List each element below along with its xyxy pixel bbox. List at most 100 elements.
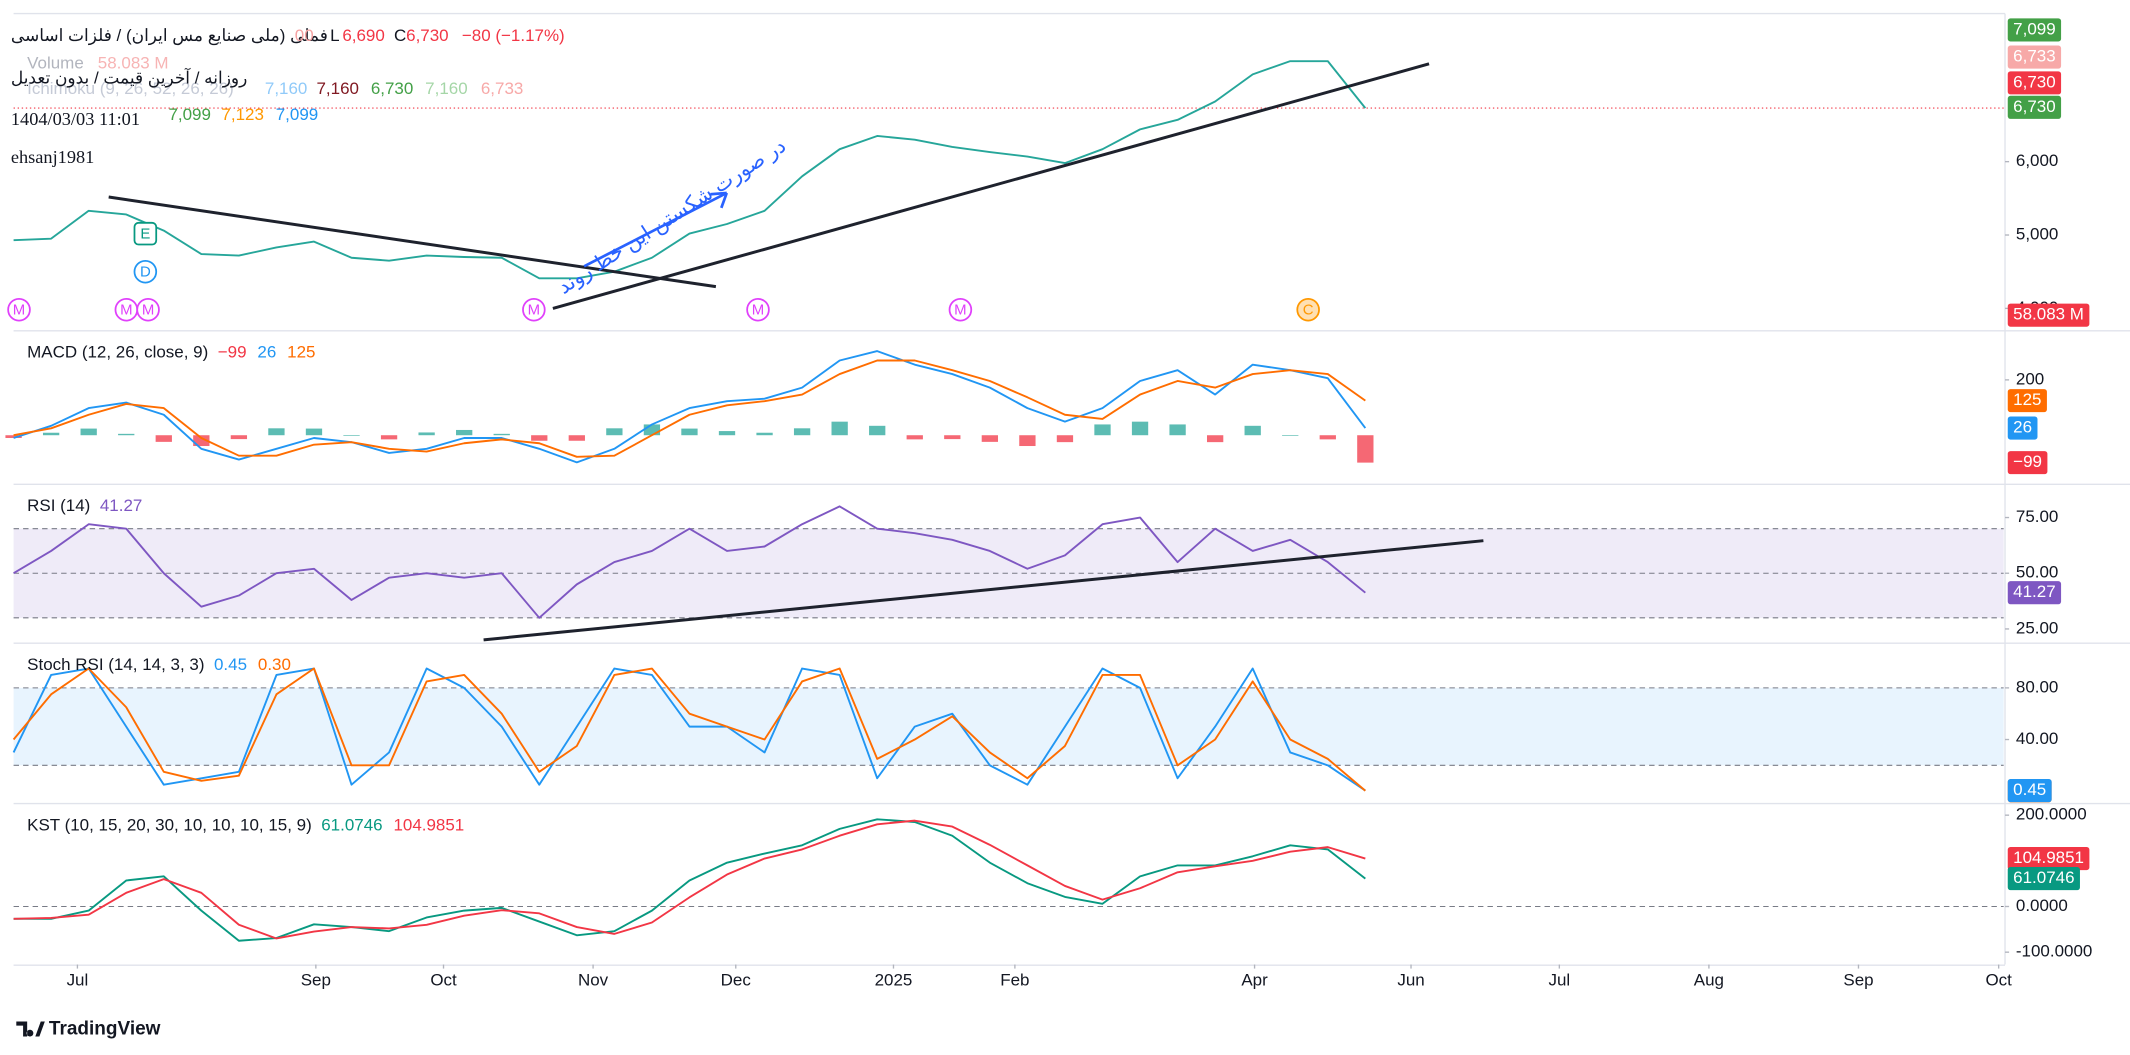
symbol-name: فملی (ملی صنایع مس ایران) / فلزات اساسی — [11, 26, 328, 46]
event-marker — [746, 297, 770, 322]
price-badge-text: 6,730 — [2013, 72, 2055, 91]
series-line — [13, 350, 1367, 464]
trend-line — [552, 62, 1430, 310]
histogram-bar — [1169, 424, 1186, 436]
x-tick-label: Sep — [301, 970, 331, 989]
histogram-bar — [118, 433, 135, 436]
histogram-bar — [305, 428, 323, 436]
value-badge — [2007, 867, 2080, 891]
event-marker — [522, 297, 546, 322]
close-value: 6,730 — [406, 26, 448, 45]
histogram-bar — [42, 432, 60, 436]
change-value: −80 (−1.17%) — [462, 26, 565, 45]
price-badge — [2007, 95, 2062, 119]
histogram-bar — [1206, 435, 1224, 443]
histogram-bar — [1094, 424, 1111, 436]
x-tick-label: Oct — [1985, 970, 2012, 989]
price-badge — [2007, 71, 2062, 95]
event-label: M — [142, 301, 154, 318]
histogram-bar — [456, 429, 473, 436]
price-badge — [2007, 45, 2062, 69]
y-tick-label: 50.00 — [2016, 563, 2058, 582]
ichimoku-value: 7,160 — [317, 79, 359, 98]
histogram-bar — [418, 432, 435, 436]
histogram-bar — [493, 433, 510, 436]
value-badge-text: 104.9851 — [2013, 848, 2084, 867]
value-badge-text: 41.27 — [2013, 582, 2055, 601]
value-badge-text: 125 — [2013, 390, 2041, 409]
x-tick-label: Jul — [67, 970, 89, 989]
layout — [13, 12, 2130, 966]
indicator-legend: Stoch RSI (14, 14, 3, 3) — [27, 655, 204, 674]
histogram-bar — [1056, 435, 1074, 443]
legend: فملی (ملی صنایع مس ایران) / فلزات اساسی … — [11, 26, 565, 167]
open-fragment: 00 — [295, 26, 314, 45]
band — [13, 687, 2004, 766]
event-label: M — [752, 301, 764, 318]
legend-value: 104.9851 — [393, 815, 464, 834]
event-marker — [1296, 297, 1320, 322]
brand: TradingView — [16, 1019, 161, 1040]
close-key: C — [394, 26, 406, 45]
y-tick-label: 200.0000 — [2016, 805, 2087, 824]
histogram-bar — [681, 428, 698, 436]
brand-logo — [16, 1021, 45, 1037]
event-marker — [133, 259, 158, 284]
timestamp: 1404/03/03 11:01 — [11, 109, 140, 129]
value-badge — [2007, 779, 2052, 803]
ichimoku-value: 6,730 — [371, 79, 413, 98]
low-value: 6,690 — [342, 26, 384, 45]
low-key: L — [330, 26, 339, 45]
legend-value: 0.30 — [258, 655, 291, 674]
histogram-bar — [718, 431, 736, 436]
value-badge — [2007, 847, 2090, 871]
ma-value: 7,123 — [221, 105, 263, 124]
price-badge — [2007, 18, 2062, 42]
indicator-legend: MACD (12, 26, close, 9) — [27, 343, 208, 362]
rsi-trend-line — [483, 539, 1484, 642]
value-badge — [2007, 451, 2048, 475]
histogram-bar — [1319, 435, 1336, 440]
event-marker — [948, 297, 973, 322]
ichimoku-title: Ichimoku (9, 26, 52, 26, 26) — [27, 79, 234, 98]
value-badge-text: 26 — [2013, 418, 2032, 437]
x-tick-label: Oct — [430, 970, 457, 989]
histogram-bar — [1357, 435, 1374, 463]
legend-value: 26 — [257, 343, 276, 362]
histogram-bar — [193, 435, 210, 447]
histogram-bar — [5, 435, 22, 438]
event-label: M — [954, 301, 966, 318]
indicator-legend: RSI (14) — [27, 496, 90, 515]
author: ehsanj1981 — [11, 147, 94, 167]
histogram-bar — [380, 435, 398, 440]
value-badge — [2007, 389, 2047, 413]
value-badge — [2007, 581, 2062, 605]
y-tick-label: 80.00 — [2016, 677, 2058, 696]
y-tick-label: 0.0000 — [2016, 896, 2068, 915]
brand-name: TradingView — [49, 1019, 161, 1040]
event-label: D — [140, 263, 151, 280]
histogram-bar — [230, 435, 248, 440]
y-tick-label: 75.00 — [2016, 507, 2058, 526]
volume-badge — [2007, 303, 2090, 327]
histogram-bar — [643, 424, 661, 436]
value-badge — [2007, 416, 2038, 440]
x-tick-label: Feb — [1000, 970, 1029, 989]
histogram-bar — [268, 428, 285, 436]
arrow-head — [710, 191, 729, 209]
histogram-bar — [80, 428, 97, 436]
event-label: C — [1303, 301, 1314, 318]
event-marker — [133, 221, 158, 246]
ichimoku-value: 7,160 — [265, 79, 307, 98]
legend-value: 41.27 — [100, 496, 142, 515]
series-line — [13, 359, 1366, 458]
event-label: E — [140, 225, 150, 242]
event-marker — [136, 297, 160, 322]
x-tick-label: Jul — [1548, 970, 1570, 989]
price-badge-text: 7,099 — [2013, 19, 2055, 38]
y-tick-label: 25.00 — [2016, 618, 2058, 637]
indicator-legend: KST (10, 15, 20, 30, 10, 10, 10, 15, 9) — [27, 815, 312, 834]
